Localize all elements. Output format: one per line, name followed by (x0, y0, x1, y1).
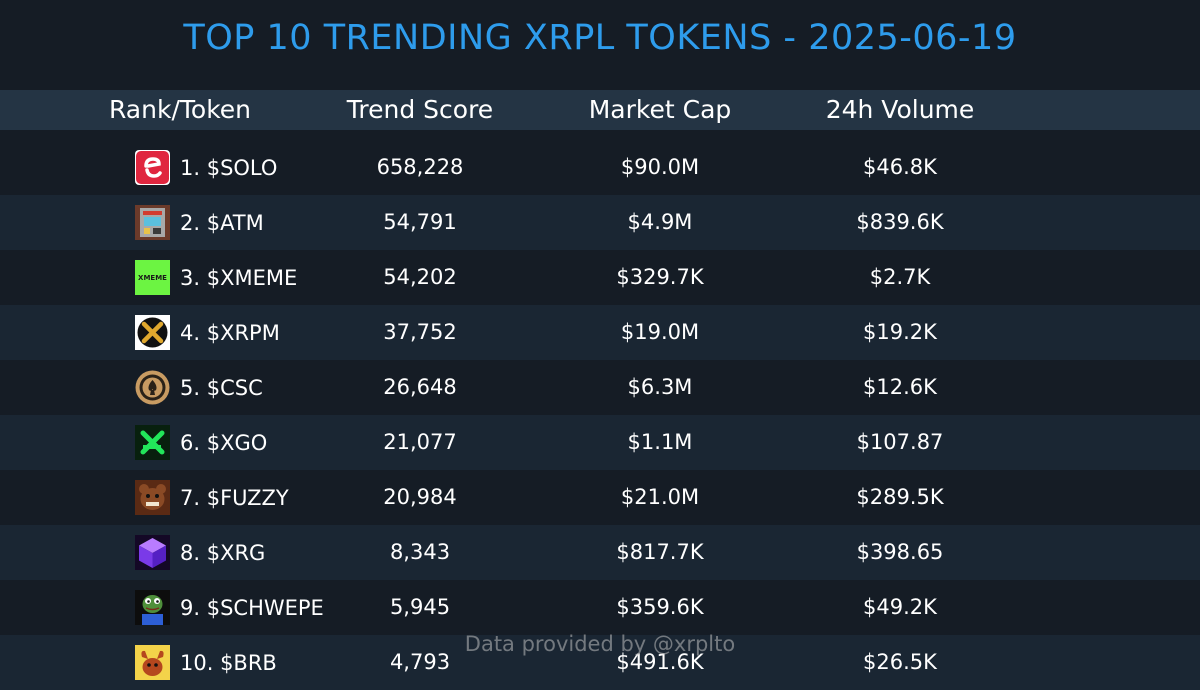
xrg-cube-icon (135, 535, 170, 570)
volume-24h: $46.8K (863, 155, 937, 179)
token-name: 2. $ATM (180, 210, 264, 235)
trend-score: 5,945 (389, 595, 451, 619)
casino-chip-icon (135, 370, 170, 405)
header-market-cap: Market Cap (588, 95, 732, 124)
table-row: 6. $XGO 21,077 $1.1M $107.87 (0, 415, 1200, 470)
token-cell: 2. $ATM (135, 195, 264, 250)
page-title: TOP 10 TRENDING XRPL TOKENS - 2025-06-19 (183, 18, 1017, 58)
token-name: 10. $BRB (180, 650, 277, 675)
table-row: 7. $FUZZY 20,984 $21.0M $289.5K (0, 470, 1200, 525)
volume-24h: $839.6K (856, 210, 944, 234)
trend-score: 37,752 (383, 320, 457, 344)
trend-score: 21,077 (383, 430, 457, 454)
table-row: 4. $XRPM 37,752 $19.0M $19.2K (0, 305, 1200, 360)
table-row: 5. $CSC 26,648 $6.3M $12.6K (0, 360, 1200, 415)
volume-24h: $289.5K (856, 485, 944, 509)
token-name: 3. $XMEME (180, 265, 298, 290)
token-cell: 8. $XRG (135, 525, 265, 580)
market-cap: $359.6K (616, 595, 704, 619)
market-cap: $1.1M (627, 430, 693, 454)
token-cell: 10. $BRB (135, 635, 277, 690)
volume-24h: $26.5K (863, 650, 937, 674)
volume-24h: $107.87 (856, 430, 944, 454)
header-rank-token: Rank/Token (108, 95, 252, 124)
fuzzy-bear-icon (135, 480, 170, 515)
xrpm-logo-icon (135, 315, 170, 350)
xgo-logo-icon (135, 425, 170, 460)
trend-score: 26,648 (383, 375, 457, 399)
market-cap: $817.7K (616, 540, 704, 564)
trend-score: 20,984 (383, 485, 457, 509)
table-row: 8. $XRG 8,343 $817.7K $398.65 (0, 525, 1200, 580)
market-cap: $4.9M (627, 210, 693, 234)
volume-24h: $12.6K (863, 375, 937, 399)
header-trend-score: Trend Score (346, 95, 494, 124)
trend-score: 54,202 (383, 265, 457, 289)
token-name: 4. $XRPM (180, 320, 280, 345)
market-cap: $21.0M (620, 485, 700, 509)
token-name: 7. $FUZZY (180, 485, 289, 510)
token-cell: 9. $SCHWEPE (135, 580, 324, 635)
token-name: 1. $SOLO (180, 155, 278, 180)
pepe-frog-icon (135, 590, 170, 625)
market-cap: $329.7K (616, 265, 704, 289)
token-name: 5. $CSC (180, 375, 263, 400)
volume-24h: $398.65 (856, 540, 944, 564)
volume-24h: $49.2K (863, 595, 937, 619)
volume-24h: $19.2K (863, 320, 937, 344)
table-row: 2. $ATM 54,791 $4.9M $839.6K (0, 195, 1200, 250)
trend-score: 658,228 (376, 155, 464, 179)
trend-score: 8,343 (389, 540, 451, 564)
token-cell: 7. $FUZZY (135, 470, 289, 525)
token-name: 6. $XGO (180, 430, 268, 455)
table-row: XMEME 3. $XMEME 54,202 $329.7K $2.7K (0, 250, 1200, 305)
data-source-credit: Data provided by @xrplto (464, 632, 736, 656)
market-cap: $6.3M (627, 375, 693, 399)
header-24h-volume: 24h Volume (825, 95, 975, 124)
brb-mascot-icon (135, 645, 170, 680)
trend-score: 4,793 (389, 650, 451, 674)
xmeme-logo-icon: XMEME (135, 260, 170, 295)
table-row: 9. $SCHWEPE 5,945 $359.6K $49.2K (0, 580, 1200, 635)
token-name: 8. $XRG (180, 540, 266, 565)
token-name: 9. $SCHWEPE (180, 595, 324, 620)
token-cell: 5. $CSC (135, 360, 263, 415)
volume-24h: $2.7K (869, 265, 931, 289)
token-cell: 4. $XRPM (135, 305, 280, 360)
table-header: Rank/Token Trend Score Market Cap 24h Vo… (0, 90, 1200, 130)
market-cap: $491.6K (616, 650, 704, 674)
market-cap: $90.0M (620, 155, 700, 179)
table-row: 1. $SOLO 658,228 $90.0M $46.8K (0, 140, 1200, 195)
market-cap: $19.0M (620, 320, 700, 344)
token-cell: XMEME 3. $XMEME (135, 250, 297, 305)
token-cell: 6. $XGO (135, 415, 267, 470)
token-cell: 1. $SOLO (135, 140, 277, 195)
trend-score: 54,791 (383, 210, 457, 234)
atm-machine-icon (135, 205, 170, 240)
solo-logo-icon (135, 150, 170, 185)
